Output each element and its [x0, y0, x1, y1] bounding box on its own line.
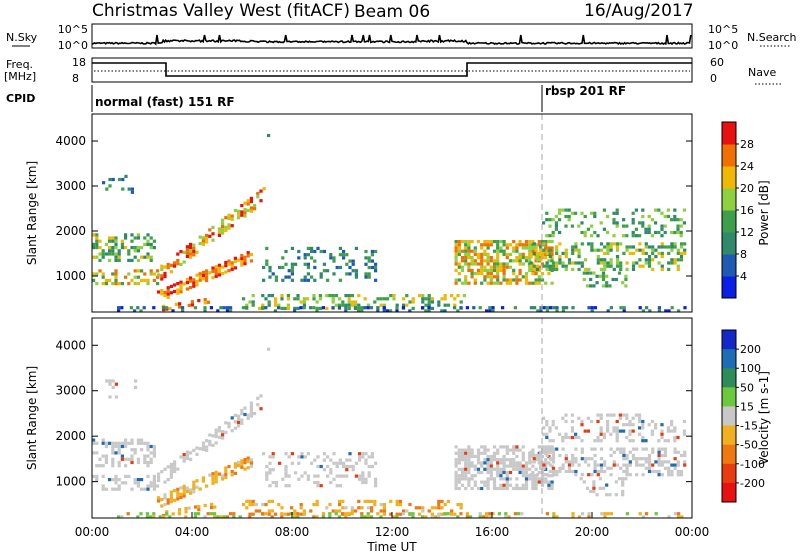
power-colorbar-label: Power [dB] — [757, 180, 771, 245]
colorbar-segment — [722, 254, 736, 277]
velocity-panel: 1000 2000 3000 4000 00:00 04:00 08:00 12:00 16:… — [25, 317, 771, 554]
colorbar-segment — [722, 188, 736, 211]
colorbar-tick-label: 4 — [740, 270, 747, 283]
colorbar-segment — [722, 232, 736, 255]
velocity-ylabel: Slant Range [km] — [25, 366, 39, 470]
colorbar-segment — [722, 122, 736, 145]
colorbar-segment — [722, 482, 736, 503]
y-tick-label: 2000 — [55, 224, 86, 238]
x-tick-label: 20:00 — [575, 525, 610, 539]
colorbar-tick-label: 20 — [740, 182, 754, 195]
colorbar-tick-label: -50 — [740, 439, 758, 452]
beam-label: Beam 06 — [354, 2, 430, 22]
colorbar-tick-label: 200 — [740, 343, 761, 356]
search-label: N.Search — [747, 31, 797, 44]
x-tick-label: 12:00 — [375, 525, 410, 539]
colorbar-segment — [722, 444, 736, 465]
y-tick-label: 4000 — [55, 338, 86, 352]
freq-tick-low: 8 — [72, 72, 79, 85]
colorbar-tick-label: 15 — [740, 400, 754, 413]
sky-noise-trace — [91, 34, 692, 46]
x-tick-label: 08:00 — [275, 525, 310, 539]
power-data — [92, 133, 687, 313]
freq-label-line1: Freq. — [6, 58, 33, 71]
colorbar-tick-label: 8 — [740, 248, 747, 261]
nave-tick-high: 60 — [710, 56, 724, 69]
colorbar-segment — [722, 166, 736, 189]
colorbar-segment — [722, 406, 736, 427]
y-tick-label: 4000 — [55, 134, 86, 148]
cpid-label: CPID — [6, 92, 35, 105]
colorbar-tick-label: 24 — [740, 160, 754, 173]
colorbar-tick-label: -200 — [740, 477, 765, 490]
cpid-segment-2: rbsp 201 RF — [545, 84, 626, 98]
colorbar-segment — [722, 144, 736, 167]
chart-title: Christmas Valley West (fitACF) — [92, 1, 350, 21]
nave-tick-low: 0 — [710, 72, 717, 85]
colorbar-tick-label: 28 — [740, 138, 754, 151]
sky-panel: N.Sky 10^5 10^0 N.Search 10^5 10^0 — [6, 23, 797, 52]
date-label: 16/Aug/2017 — [584, 1, 694, 21]
colorbar-tick-label: -15 — [740, 420, 758, 433]
colorbar-tick-label: 16 — [740, 204, 754, 217]
cpid-segment-1: normal (fast) 151 RF — [95, 95, 235, 109]
sky-tick-low: 10^0 — [58, 39, 88, 52]
x-tick-label: 16:00 — [475, 525, 510, 539]
power-panel: 1000 2000 3000 4000 Slant Range [km] 4 8 12 16… — [25, 113, 771, 313]
colorbar-segment — [722, 425, 736, 446]
frequency-trace — [92, 62, 692, 77]
freq-panel: Freq. [MHz] 18 8 Nave 60 0 — [4, 56, 782, 85]
y-tick-label: 3000 — [55, 179, 86, 193]
freq-label-line2: [MHz] — [4, 70, 36, 83]
colorbar-tick-label: 12 — [740, 226, 754, 239]
colorbar-segment — [722, 210, 736, 233]
colorbar-segment — [722, 276, 736, 299]
y-tick-label: 3000 — [55, 384, 86, 398]
sky-label: N.Sky — [6, 31, 38, 44]
power-ylabel: Slant Range [km] — [25, 161, 39, 265]
y-tick-label: 1000 — [55, 475, 86, 489]
search-tick-high: 10^5 — [708, 23, 738, 36]
freq-tick-high: 18 — [72, 56, 86, 69]
search-tick-low: 10^0 — [708, 39, 738, 52]
x-tick-label: 00:00 — [75, 525, 110, 539]
x-tick-label: 00:00 — [675, 525, 710, 539]
colorbar-segment — [722, 387, 736, 407]
colorbar-segment — [722, 330, 736, 350]
nave-label: Nave — [748, 66, 776, 79]
colorbar-segment — [722, 463, 736, 484]
y-tick-label: 2000 — [55, 429, 86, 443]
colorbar-tick-label: -100 — [740, 458, 765, 471]
y-tick-label: 1000 — [55, 269, 86, 283]
colorbar-tick-label: 100 — [740, 362, 761, 375]
velocity-colorbar-label: Velocity [m s-1] — [757, 371, 771, 465]
cpid-strip: CPID normal (fast) 151 RF rbsp 201 RF — [6, 84, 626, 112]
colorbar-tick-label: 50 — [740, 381, 754, 394]
sky-tick-high: 10^5 — [58, 23, 88, 36]
time-axis-label: Time UT — [366, 540, 417, 554]
x-tick-label: 04:00 — [175, 525, 210, 539]
velocity-data — [92, 347, 687, 519]
colorbar-segment — [722, 349, 736, 369]
colorbar-segment — [722, 368, 736, 388]
